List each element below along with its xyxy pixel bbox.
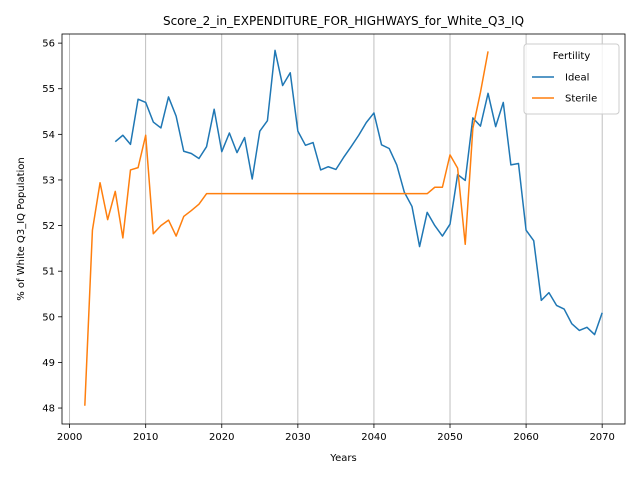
series-line-ideal [114,49,603,336]
x-axis-label: Years [329,453,356,464]
legend: Fertility Ideal Sterile [523,43,620,115]
y-tick-label: 48 [42,404,55,415]
y-axis: 48 49 50 51 52 53 54 55 56 [42,39,62,415]
y-tick-label: 56 [42,39,55,50]
y-tick-label: 52 [42,221,55,232]
x-tick-label: 2050 [437,432,462,443]
x-tick-label: 2070 [589,432,614,443]
legend-title: Fertility [553,51,591,62]
plot-frame [61,33,626,425]
x-tick-label: 2020 [209,432,234,443]
y-tick-label: 54 [42,130,55,141]
legend-label: Ideal [565,73,589,84]
x-axis: 2000 2010 2020 2030 2040 2050 2060 2070 [57,424,615,443]
y-tick-label: 53 [42,175,55,186]
y-tick-label: 51 [42,267,55,278]
x-tick-label: 2000 [57,432,82,443]
y-tick-label: 49 [42,358,55,369]
y-axis-label: % of White Q3_IQ Population [16,157,27,301]
chart-title: Score_2_in_EXPENDITURE_FOR_HIGHWAYS_for_… [163,14,524,28]
x-tick-label: 2030 [285,432,310,443]
legend-label: Sterile [565,94,597,105]
series-layer [84,49,603,406]
x-tick-label: 2010 [133,432,158,443]
legend-box [523,43,620,115]
series-line-sterile [84,51,489,406]
grid [69,34,603,424]
y-tick-label: 50 [42,312,55,323]
y-tick-label: 55 [42,84,55,95]
x-tick-label: 2040 [361,432,386,443]
x-tick-label: 2060 [513,432,538,443]
